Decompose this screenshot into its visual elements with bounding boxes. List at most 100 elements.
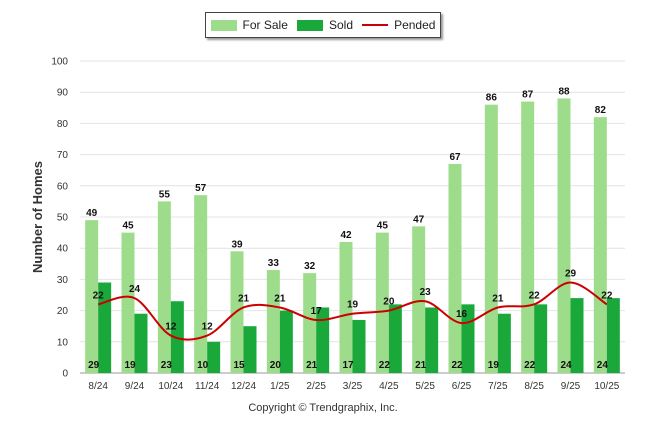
y-tick-label-40: 40	[57, 244, 69, 255]
x-tick-label-8-24: 8/24	[88, 381, 108, 392]
data-label-for-sale-3-25: 42	[340, 230, 352, 241]
data-label-sold-10-25: 24	[597, 360, 609, 371]
y-tick-label-10: 10	[57, 337, 69, 348]
y-tick-label-0: 0	[62, 369, 68, 380]
bar-sold-8-25	[534, 304, 548, 373]
data-label-pended-10-24: 12	[165, 322, 177, 333]
data-label-pended-9-25: 29	[565, 269, 577, 280]
y-tick-label-20: 20	[57, 306, 69, 317]
bar-for-sale-8-24	[85, 220, 99, 373]
data-label-sold-6-25: 22	[451, 360, 463, 371]
legend-label-for-sale: For Sale	[242, 18, 288, 32]
y-tick-label-30: 30	[57, 275, 69, 286]
x-tick-label-11-24: 11/24	[195, 381, 220, 392]
data-label-pended-12-24: 21	[238, 293, 250, 304]
y-tick-label-100: 100	[51, 57, 68, 68]
data-label-sold-7-25: 19	[488, 360, 500, 371]
data-label-for-sale-8-24: 49	[86, 208, 98, 219]
data-label-pended-1-25: 21	[274, 293, 286, 304]
bar-sold-3-25	[352, 319, 366, 373]
x-tick-label-10-24: 10/24	[158, 381, 183, 392]
y-tick-label-90: 90	[57, 88, 69, 99]
data-label-pended-3-25: 19	[347, 300, 359, 311]
bar-for-sale-3-25	[339, 241, 353, 373]
data-label-pended-9-24: 24	[129, 284, 141, 295]
bar-sold-2-25	[316, 307, 330, 373]
data-label-for-sale-2-25: 32	[304, 261, 316, 272]
data-label-for-sale-9-24: 45	[122, 221, 134, 232]
data-label-pended-11-24: 12	[202, 322, 214, 333]
data-label-pended-6-25: 16	[456, 309, 468, 320]
bar-for-sale-10-25	[593, 117, 607, 373]
data-label-pended-8-25: 22	[529, 290, 541, 301]
x-tick-label-9-24: 9/24	[125, 381, 145, 392]
y-tick-label-70: 70	[57, 150, 69, 161]
legend-item-for-sale[interactable]: For Sale	[210, 18, 288, 32]
x-tick-label-10-25: 10/25	[594, 381, 619, 392]
x-tick-label-7-25: 7/25	[488, 381, 508, 392]
x-tick-label-1-25: 1/25	[270, 381, 290, 392]
bar-for-sale-9-25	[557, 98, 571, 373]
copyright-footer: Copyright © Trendgraphix, Inc.	[248, 402, 398, 414]
bar-for-sale-11-24	[194, 195, 208, 373]
data-label-pended-7-25: 21	[492, 293, 504, 304]
data-label-sold-8-24: 29	[88, 360, 100, 371]
data-label-for-sale-5-25: 47	[413, 214, 425, 225]
data-label-pended-8-24: 22	[93, 290, 105, 301]
bar-for-sale-1-25	[266, 270, 280, 373]
legend-item-sold[interactable]: Sold	[296, 18, 353, 32]
legend-item-pended[interactable]: Pended	[362, 18, 435, 32]
legend-label-sold: Sold	[328, 18, 353, 32]
bar-sold-7-25	[497, 313, 511, 373]
bar-for-sale-7-25	[484, 104, 498, 374]
data-label-sold-1-25: 20	[270, 360, 282, 371]
data-label-for-sale-6-25: 67	[449, 152, 461, 163]
data-label-for-sale-12-24: 39	[231, 239, 243, 250]
bar-for-sale-8-25	[521, 101, 535, 373]
x-tick-label-2-25: 2/25	[306, 381, 326, 392]
data-label-sold-11-24: 10	[197, 360, 209, 371]
legend-label-pended: Pended	[394, 18, 436, 32]
data-label-sold-4-25: 22	[379, 360, 391, 371]
data-label-sold-5-25: 21	[415, 360, 427, 371]
bar-sold-9-25	[570, 298, 584, 373]
y-tick-label-80: 80	[57, 119, 69, 130]
bar-sold-5-25	[425, 307, 439, 373]
x-tick-label-4-25: 4/25	[379, 381, 399, 392]
data-label-pended-4-25: 20	[383, 297, 395, 308]
bar-for-sale-9-24	[121, 232, 135, 373]
data-label-sold-2-25: 21	[306, 360, 318, 371]
legend-swatch-sold	[296, 19, 323, 31]
bar-sold-11-24	[207, 341, 221, 373]
data-label-sold-10-24: 23	[161, 360, 173, 371]
data-label-for-sale-11-24: 57	[195, 183, 207, 194]
y-axis-title: Number of Homes	[30, 161, 45, 273]
data-label-sold-12-24: 15	[233, 360, 245, 371]
x-tick-label-12-24: 12/24	[231, 381, 256, 392]
legend-swatch-for-sale	[210, 19, 237, 31]
bar-sold-4-25	[388, 304, 402, 373]
bar-sold-8-24	[98, 282, 112, 373]
data-label-pended-5-25: 23	[420, 287, 432, 298]
legend: For Sale Sold Pended	[205, 12, 441, 38]
data-label-pended-10-25: 22	[601, 290, 613, 301]
data-label-pended-2-25: 17	[311, 306, 323, 317]
y-tick-label-60: 60	[57, 181, 69, 192]
data-label-sold-3-25: 17	[342, 360, 354, 371]
bar-sold-1-25	[279, 310, 293, 373]
bar-for-sale-2-25	[303, 273, 317, 373]
bar-for-sale-6-25	[448, 163, 462, 373]
x-tick-label-3-25: 3/25	[343, 381, 363, 392]
bar-for-sale-5-25	[412, 226, 426, 373]
data-label-for-sale-10-24: 55	[159, 189, 171, 200]
x-tick-label-9-25: 9/25	[561, 381, 581, 392]
data-label-for-sale-9-25: 88	[558, 86, 570, 97]
x-tick-label-5-25: 5/25	[415, 381, 435, 392]
data-label-sold-9-25: 24	[560, 360, 572, 371]
data-label-sold-9-24: 19	[124, 360, 136, 371]
data-label-for-sale-1-25: 33	[268, 258, 280, 269]
data-label-sold-8-25: 22	[524, 360, 536, 371]
data-label-for-sale-4-25: 45	[377, 221, 389, 232]
bar-sold-9-24	[134, 313, 148, 373]
